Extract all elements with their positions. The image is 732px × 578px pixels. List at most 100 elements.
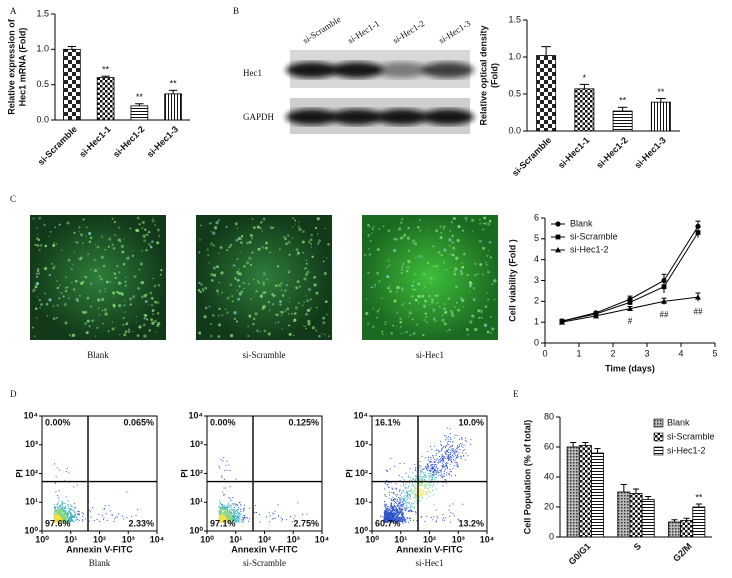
event <box>454 453 455 454</box>
cell <box>48 298 51 301</box>
event <box>444 473 445 474</box>
event <box>402 509 403 510</box>
event <box>228 507 229 508</box>
event <box>228 465 229 466</box>
event <box>232 513 233 514</box>
cell <box>260 221 263 224</box>
cell <box>137 217 140 220</box>
event <box>445 517 446 518</box>
event <box>419 483 420 484</box>
event <box>236 520 237 521</box>
x-axis-label: Annexin V-FITC <box>396 544 463 554</box>
event <box>389 510 390 511</box>
cell <box>252 323 254 325</box>
event <box>403 483 404 484</box>
event <box>405 501 406 502</box>
event <box>420 476 421 477</box>
bar <box>681 521 693 538</box>
event <box>394 516 395 517</box>
y-tick-label: 3 <box>534 275 539 285</box>
event <box>436 520 437 521</box>
event <box>413 503 414 504</box>
event <box>396 507 397 508</box>
event <box>443 518 444 519</box>
event <box>408 491 409 492</box>
marker <box>556 235 561 240</box>
event <box>58 502 59 503</box>
event <box>60 505 61 506</box>
cell <box>303 277 306 280</box>
event <box>68 500 69 501</box>
cell <box>402 290 404 292</box>
bar <box>693 507 705 537</box>
event <box>410 511 411 512</box>
cell <box>101 298 104 301</box>
y-axis-label: Relative expression of <box>6 18 16 115</box>
cell <box>36 227 37 228</box>
cell <box>61 250 63 252</box>
event <box>405 510 406 511</box>
event <box>446 454 447 455</box>
event <box>233 515 234 516</box>
event <box>432 464 433 465</box>
event <box>405 519 406 520</box>
event <box>433 472 434 473</box>
event <box>411 485 412 486</box>
event <box>401 491 402 492</box>
event <box>235 505 236 506</box>
cell <box>436 294 439 297</box>
cell <box>133 275 136 278</box>
event <box>455 449 456 450</box>
bar <box>97 78 114 120</box>
cell <box>40 303 43 306</box>
cell <box>428 295 431 298</box>
event <box>426 516 427 517</box>
cell <box>453 217 456 220</box>
event <box>391 505 392 506</box>
cell <box>240 241 242 243</box>
cell <box>279 249 281 251</box>
cell <box>58 297 60 299</box>
event <box>451 452 452 453</box>
cell <box>490 316 492 318</box>
x-tick-label: 10⁴ <box>480 534 494 544</box>
cell <box>322 317 325 320</box>
cell <box>239 285 241 287</box>
cell <box>123 263 126 266</box>
cell <box>200 283 203 286</box>
event <box>59 500 60 501</box>
event <box>412 506 413 507</box>
event <box>416 497 417 498</box>
cell <box>455 257 458 260</box>
cell <box>492 328 495 331</box>
cell <box>367 322 370 325</box>
event <box>399 491 400 492</box>
event <box>388 511 389 512</box>
event <box>440 471 441 472</box>
event <box>54 516 55 517</box>
cell <box>35 285 38 288</box>
cell <box>297 280 300 283</box>
x-tick-label: S <box>632 541 643 552</box>
event <box>430 457 431 458</box>
event <box>61 514 62 515</box>
cell <box>418 255 421 258</box>
event <box>424 474 425 475</box>
event <box>431 461 432 462</box>
cell <box>220 271 223 274</box>
cell <box>401 266 403 268</box>
event <box>400 485 401 486</box>
event <box>421 471 422 472</box>
event <box>429 491 430 492</box>
event <box>302 514 303 515</box>
cell <box>53 317 56 320</box>
event <box>432 519 433 520</box>
event <box>57 507 58 508</box>
event <box>388 513 389 514</box>
cell <box>120 241 121 242</box>
cell <box>292 226 294 228</box>
cell <box>101 256 104 259</box>
cell <box>296 254 297 255</box>
cell <box>39 244 42 247</box>
event <box>78 513 79 514</box>
